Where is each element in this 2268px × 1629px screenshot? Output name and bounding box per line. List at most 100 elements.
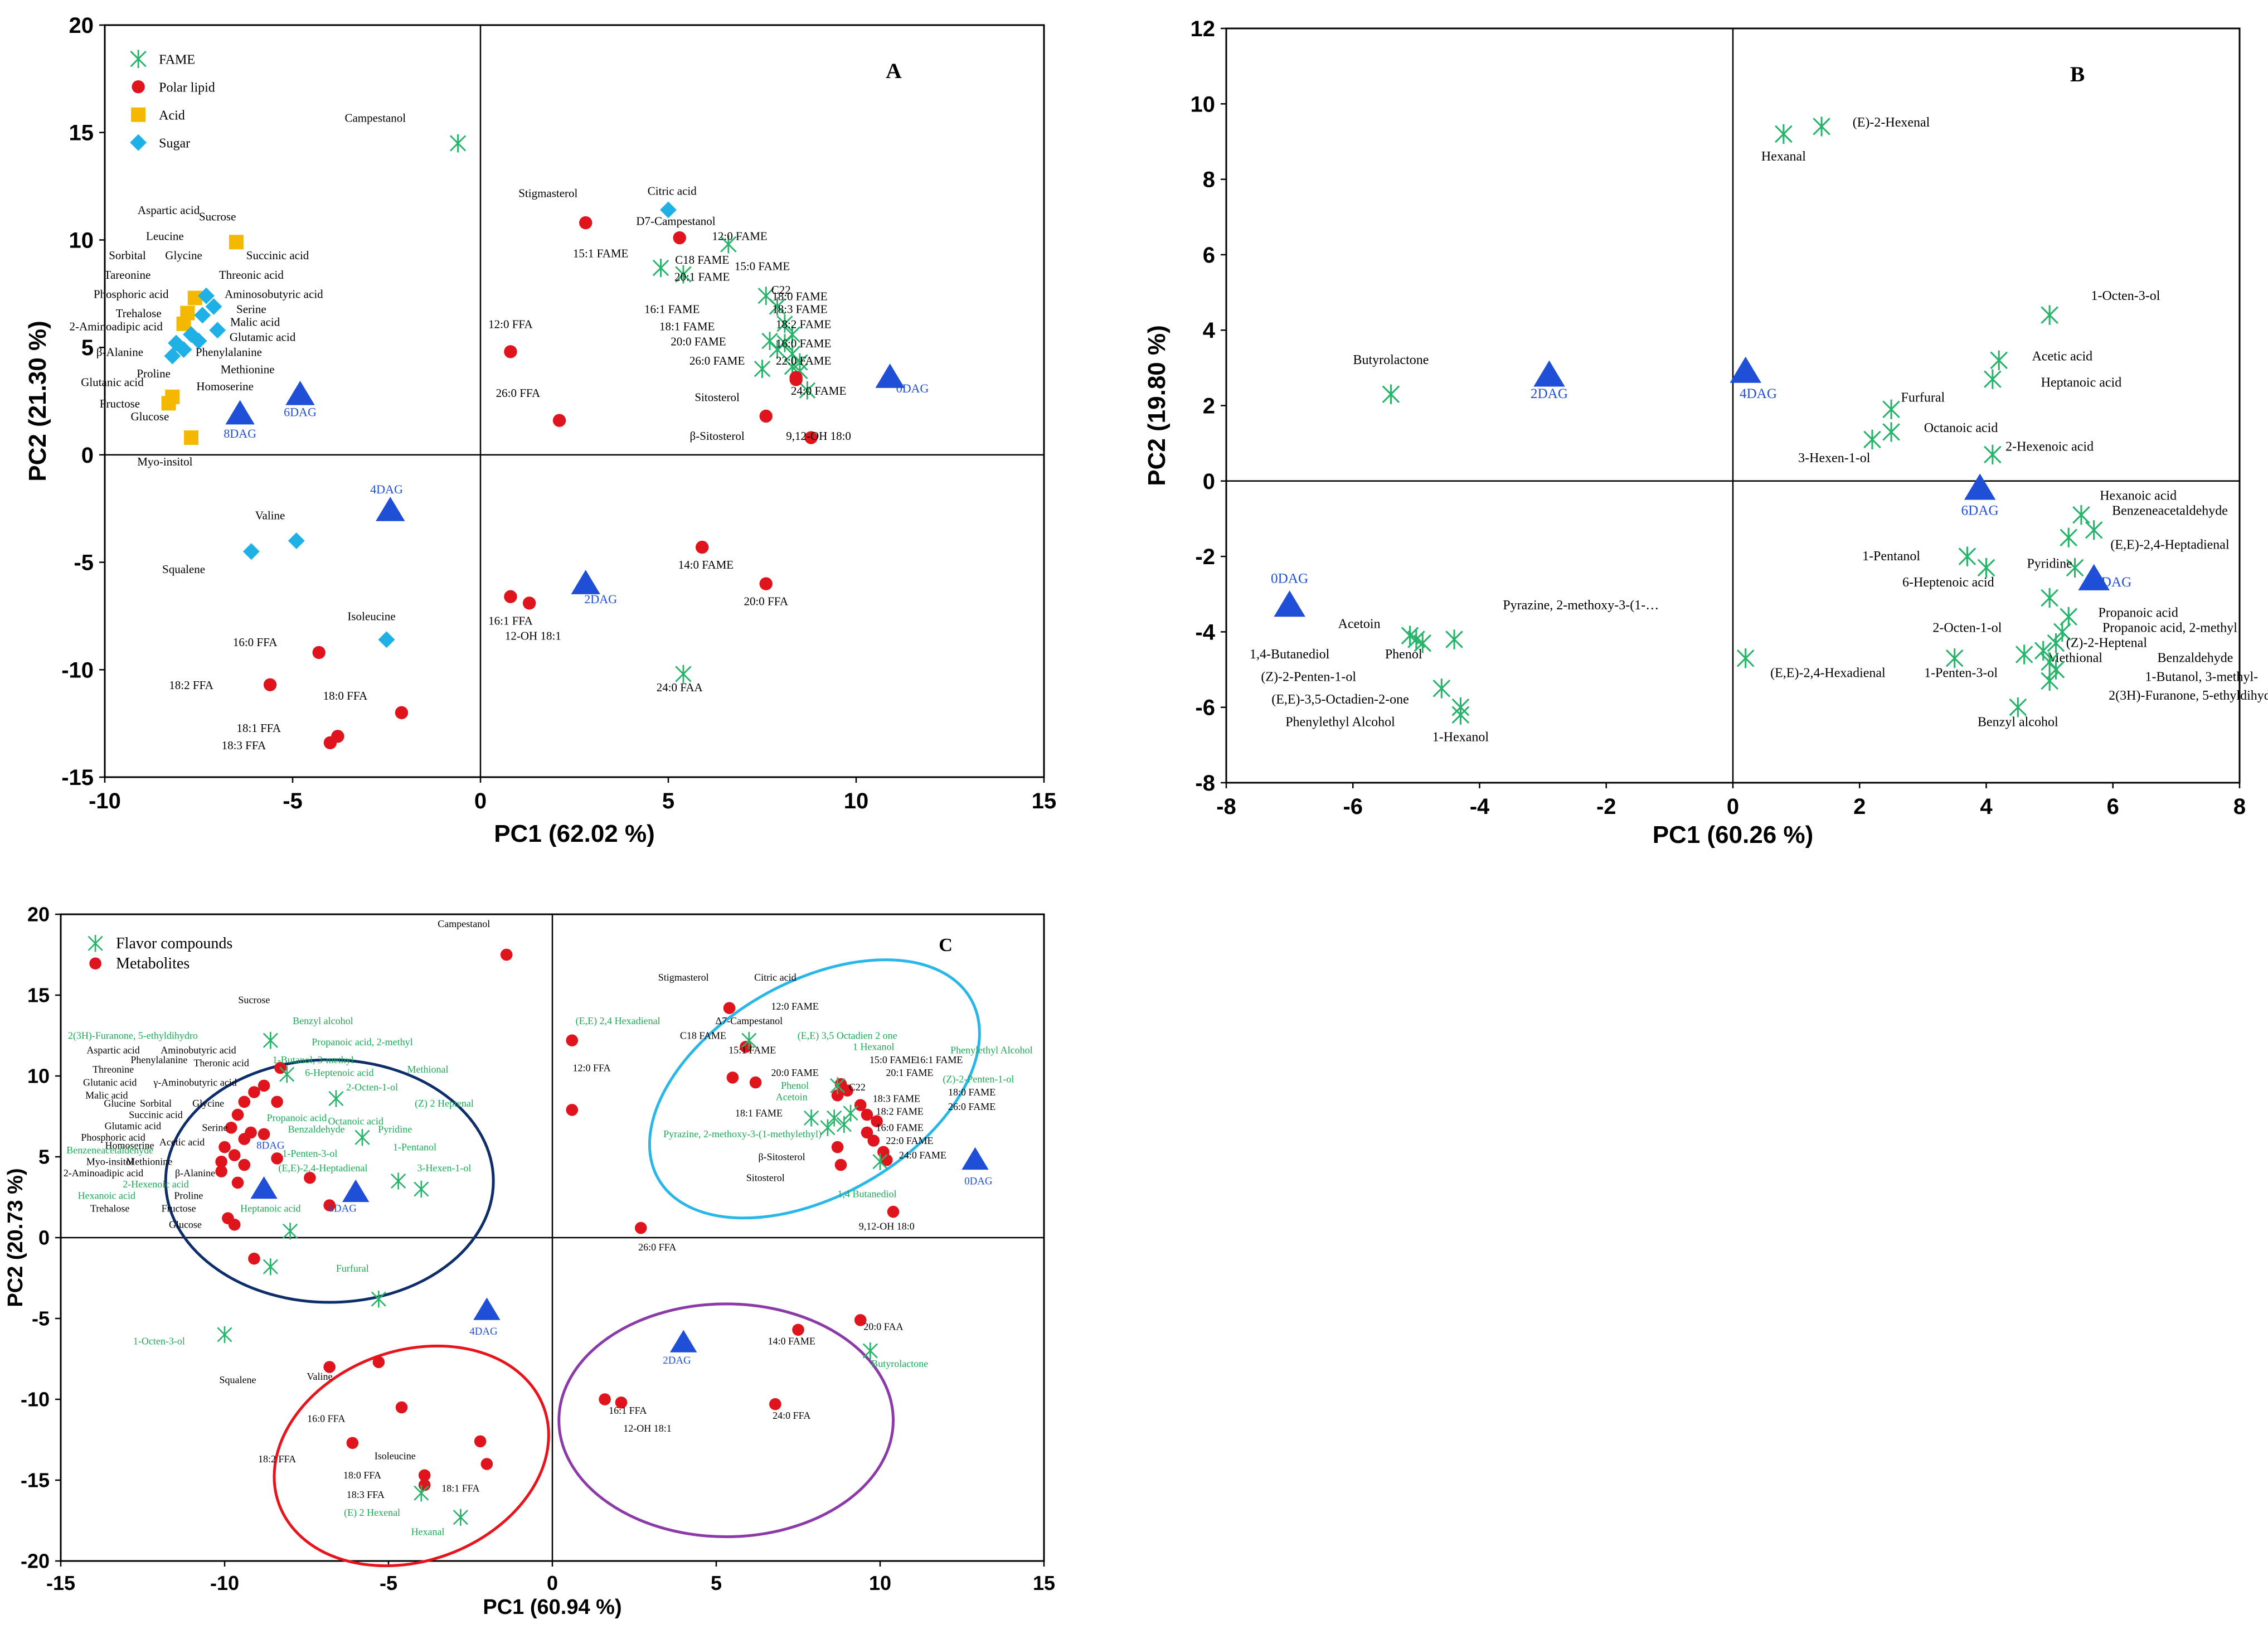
point-label: (E,E)-2,4-Hexadienal — [1770, 666, 1886, 681]
x-tick-label: 15 — [1032, 789, 1057, 813]
data-point — [759, 409, 773, 423]
data-point — [217, 1326, 232, 1344]
data-point — [279, 1065, 295, 1083]
y-tick-label: 20 — [69, 13, 94, 38]
plot-frame — [104, 24, 1045, 778]
point-label: 2-Hexenoic acid — [2005, 440, 2094, 454]
point-label: Benzeneacetaldehyde — [2112, 504, 2228, 518]
point-label: 1-Penten-3-ol — [1924, 666, 1998, 681]
point-label: 18:0 FAME — [772, 289, 827, 303]
point-label: 24:0 FAA — [657, 681, 703, 694]
data-point — [164, 347, 181, 365]
data-point — [759, 577, 773, 590]
x-tick-label: -6 — [1343, 794, 1363, 819]
data-point — [453, 1509, 468, 1526]
legend-label: Acid — [159, 109, 185, 123]
point-label: Heptanoic acid — [2041, 376, 2122, 390]
data-point — [194, 307, 211, 324]
compound-label: Phenol — [781, 1080, 809, 1091]
data-point — [263, 1258, 278, 1276]
compound-label: Succinic acid — [129, 1109, 182, 1120]
data-point — [2041, 588, 2058, 608]
data-point — [723, 1002, 736, 1014]
compound-label: Δ7-Campestanol — [716, 1015, 783, 1026]
point-label: 15:0 FAME — [735, 259, 790, 273]
data-point — [634, 1221, 647, 1234]
compound-label: 16:0 FAME — [876, 1122, 924, 1133]
data-point — [522, 597, 536, 610]
data-point — [1730, 356, 1761, 383]
compound-label: 18:3 FFA — [347, 1489, 385, 1500]
data-point — [504, 345, 517, 358]
data-point — [395, 706, 409, 720]
compound-label: Squalene — [220, 1374, 256, 1385]
y-tick-label: 5 — [81, 336, 94, 360]
data-point — [720, 235, 737, 254]
dag-label: 6DAG — [1961, 503, 1999, 518]
compound-label: 24:0 FAME — [899, 1150, 946, 1161]
point-label: Hexanoic acid — [2100, 489, 2177, 503]
compound-label: Myo-insitol — [137, 455, 192, 468]
data-point — [675, 665, 692, 683]
data-point — [323, 1361, 336, 1373]
point-label: Campestanol — [344, 111, 406, 124]
data-point — [566, 1104, 579, 1116]
x-tick-label: 2 — [1853, 794, 1866, 819]
compound-label: Hexanal — [411, 1526, 445, 1538]
dag-label: 2DAG — [584, 592, 617, 606]
dag-label: 8DAG — [256, 1140, 285, 1152]
compound-label: β-Sitosterol — [759, 1151, 805, 1162]
point-label: Isoleucine — [347, 610, 395, 623]
data-point — [2072, 505, 2090, 525]
compound-label: Sucrose — [238, 995, 270, 1006]
data-point — [480, 1458, 493, 1470]
compound-label: Tareonine — [104, 268, 151, 282]
compound-label: 16:1 FAME — [915, 1054, 963, 1065]
x-tick-label: 10 — [844, 789, 869, 813]
point-label: Propanoic acid, 2-methyl — [2102, 620, 2237, 635]
compound-label: Aminobutyric acid — [161, 1044, 236, 1055]
compound-label: Octanoic acid — [328, 1116, 383, 1127]
compound-label: Phenylethyl Alcohol — [1285, 715, 1395, 730]
point-label: 20:1 FAME — [674, 270, 730, 284]
data-point — [820, 1119, 836, 1136]
compound-label: Pyrazine, 2-methoxy-3-(1-methylethyl) — [663, 1128, 822, 1140]
point-label: 16:0 FFA — [233, 636, 278, 649]
compound-label: 22:0 FAME — [886, 1135, 933, 1146]
compound-label: 2-Aminoadipic acid — [64, 1167, 143, 1179]
data-point — [769, 297, 786, 316]
compound-label: Citric acid — [754, 972, 796, 983]
y-tick-label: -4 — [1195, 620, 1215, 644]
point-label: Squalene — [162, 563, 205, 576]
compound-label: 12-OH 18:1 — [623, 1423, 672, 1434]
data-point — [2060, 527, 2077, 547]
compound-label: Acetoin — [776, 1092, 808, 1103]
point-label: (Z)-2-Heptenal — [2066, 636, 2148, 650]
point-label: Valine — [255, 508, 285, 522]
compound-label: 26:0 FFA — [638, 1242, 676, 1253]
point-label: 18:2 FAME — [776, 317, 831, 331]
point-label: (E,E)-3,5-Octadien-2-one — [1271, 692, 1409, 707]
compound-label: 16:1 FFA — [609, 1405, 647, 1416]
x-axis-label: PC1 (60.26 %) — [1653, 821, 1814, 849]
compound-label: 2(3H)-Furanone, 5-ethyldihydro — [68, 1030, 198, 1041]
point-label: 12:0 FFA — [488, 317, 533, 331]
y-tick-label: 10 — [27, 1065, 50, 1088]
compound-label: Phenylethyl Alcohol — [950, 1044, 1033, 1055]
y-tick-label: 4 — [1203, 318, 1216, 343]
point-label: Citric acid — [648, 184, 697, 197]
data-point — [695, 540, 709, 554]
y-tick-label: -15 — [21, 1469, 50, 1492]
data-point — [175, 341, 192, 358]
point-label: 24:0 FAME — [791, 384, 846, 397]
legend-marker — [131, 107, 146, 122]
data-point — [225, 400, 255, 425]
y-tick-label: 6 — [1203, 243, 1215, 268]
data-point — [271, 1095, 283, 1108]
data-point — [854, 1314, 867, 1326]
compound-label: Pyridine — [378, 1124, 412, 1135]
y-tick-label: 10 — [1191, 92, 1216, 117]
x-tick-label: 0 — [474, 789, 487, 813]
compound-label: (E,E) 3,5 Octadien 2 one — [798, 1030, 897, 1041]
data-point — [248, 1086, 260, 1098]
